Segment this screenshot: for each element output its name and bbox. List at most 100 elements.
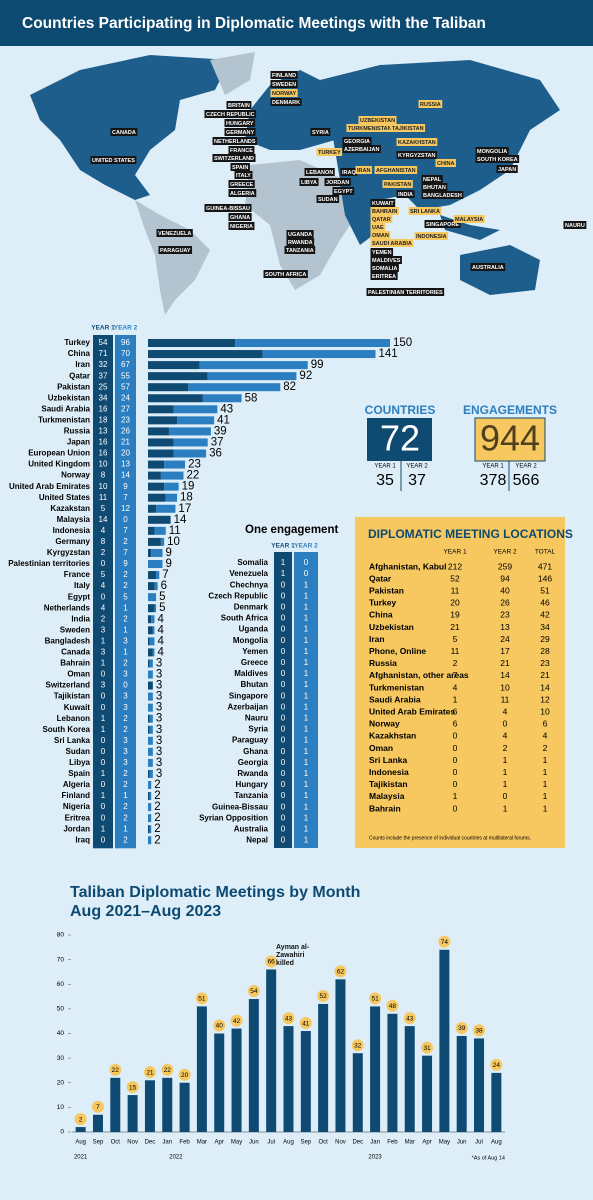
x-tick-label: May (231, 1140, 242, 1146)
value-label: 57 (121, 382, 130, 391)
cell: 26 (500, 598, 510, 608)
chart-title: Taliban Diplomatic Meetings by Month (70, 884, 360, 901)
value-label: 5 (123, 592, 128, 601)
value-badge (438, 935, 451, 948)
value-label: 1 (123, 824, 128, 833)
map-label-box (366, 288, 445, 296)
map-label: UGANDA (288, 232, 312, 238)
value-label: 1 (101, 714, 106, 723)
y-tick-label: 20 (57, 1079, 65, 1086)
map-label-box (396, 190, 415, 198)
summary-year-value: 35 (376, 472, 394, 489)
total-label: 92 (299, 370, 312, 382)
bar-segment (156, 504, 176, 513)
bar-segment (148, 449, 174, 458)
map-label: KAZAKHSTAN (398, 140, 436, 146)
value-label: 54 (250, 988, 258, 995)
map-label: AUSTRALIA (472, 265, 504, 271)
cell: 0 (281, 691, 286, 700)
value-label: 55 (121, 371, 130, 380)
row-label: Venezuela (229, 569, 268, 578)
bar-segment (148, 781, 152, 789)
map-label: NIGERIA (230, 224, 253, 230)
bar-segment (148, 504, 157, 513)
row-label: Ghana (243, 747, 268, 756)
map-label-box (370, 207, 399, 215)
map-label: TURKEY (318, 150, 341, 156)
cell: 0 (281, 725, 286, 734)
value-label: 34 (99, 393, 108, 402)
value-label: 52 (320, 993, 328, 1000)
x-tick-label: Nov (127, 1140, 138, 1146)
cell: 4 (503, 731, 508, 741)
row-label: Greece (241, 658, 269, 667)
value-label: 2 (123, 813, 128, 822)
map-label-box (370, 256, 402, 264)
value-badge (490, 1058, 503, 1071)
map-label-box (234, 171, 253, 179)
bar (248, 999, 259, 1132)
year-column (294, 552, 318, 848)
cell: 0 (453, 755, 458, 765)
cell: 1 (304, 691, 309, 700)
bar-segment (154, 582, 158, 591)
value-label: 2 (79, 1116, 83, 1123)
cell: 0 (281, 802, 286, 811)
cell: 1 (543, 755, 548, 765)
value-label: 0 (101, 736, 106, 745)
map-label: TANZANIA (286, 248, 314, 254)
cell: 0 (281, 791, 286, 800)
cell: 0 (281, 825, 286, 834)
value-label: 0 (123, 681, 128, 690)
bar-segment (151, 548, 163, 557)
total-label: 99 (311, 359, 324, 371)
bar-segment (148, 438, 174, 447)
summary-value: 72 (380, 418, 420, 459)
cell: 1 (304, 614, 309, 623)
total-label: 2 (154, 801, 160, 813)
map-label: PAKISTAN (384, 182, 411, 188)
total-label: 6 (161, 580, 167, 592)
bar (179, 1082, 190, 1132)
category-label: Finland (62, 791, 91, 800)
map-label-box (390, 124, 426, 132)
map-label: FRANCE (230, 148, 253, 154)
map-label: KUWAIT (372, 201, 394, 207)
bar-segment (148, 515, 171, 524)
cell: 0 (281, 769, 286, 778)
cell: 1 (304, 680, 309, 689)
cell: 11 (451, 646, 460, 656)
total-label: 10 (167, 536, 180, 548)
total-label: 3 (156, 735, 162, 747)
row-label: Turkey (369, 598, 397, 608)
map-label-box (408, 207, 442, 215)
cell: 0 (281, 836, 286, 845)
map-label-box (475, 155, 520, 163)
map-label-box (212, 154, 256, 162)
value-label: 9 (123, 559, 128, 568)
total-label: 4 (157, 613, 164, 625)
map-label: ERITREA (372, 274, 396, 280)
total-label: 3 (156, 746, 162, 758)
row-label: Sri Lanka (369, 755, 408, 765)
map-label-box (310, 128, 331, 136)
value-label: 10 (99, 482, 108, 491)
map-label: BAHRAIN (372, 209, 397, 215)
value-label: 7 (123, 548, 128, 557)
map-label-box (396, 138, 438, 146)
value-label: 0 (101, 802, 106, 811)
map-label: MONGOLIA (477, 149, 507, 155)
row-label: Indonesia (369, 767, 409, 777)
cell: 7 (453, 670, 458, 680)
cell: 19 (450, 610, 460, 620)
cell: 0 (304, 558, 309, 567)
total-label: 3 (156, 680, 162, 692)
total-label: 58 (245, 392, 258, 404)
value-label: 14 (99, 515, 108, 524)
row-label: Mongolia (233, 636, 269, 645)
map-label-box (270, 71, 298, 79)
cell: 0 (503, 719, 508, 729)
value-badge (421, 1041, 434, 1054)
value-label: 0 (101, 592, 106, 601)
map-label-box (270, 89, 298, 97)
